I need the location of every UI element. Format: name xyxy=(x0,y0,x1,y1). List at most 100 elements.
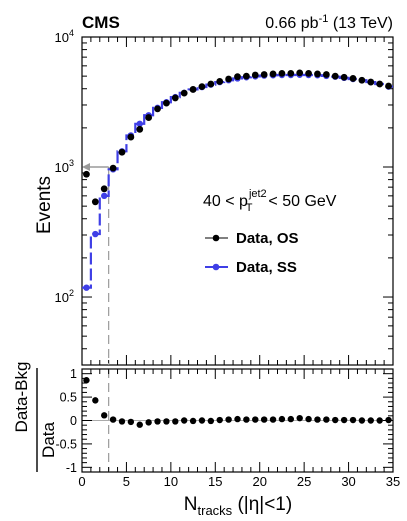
os-point xyxy=(260,71,268,78)
os-point xyxy=(216,78,224,85)
main-y-tick-exponent: 3 xyxy=(69,158,74,168)
os-point xyxy=(376,80,384,88)
os-point xyxy=(358,76,366,84)
ratio-y-tick-label: -0.5 xyxy=(55,437,77,451)
ratio-panel: 1 0.5 0 -0.5 -1 0 5 10 15 20 25 30 35 Data-Bkg Data xyxy=(12,362,400,489)
ratio-point xyxy=(180,417,188,424)
ratio-point xyxy=(101,412,108,419)
lumi-value: 0.66 pb xyxy=(265,15,318,32)
os-point xyxy=(287,69,295,77)
ratio-points xyxy=(83,377,392,428)
x-axis-label-sub: tracks xyxy=(198,503,233,518)
main-y-tick-exponent: 2 xyxy=(69,288,74,298)
os-point xyxy=(83,170,90,178)
ratio-x-tick-label: 35 xyxy=(386,474,400,489)
ss-point xyxy=(92,230,99,238)
cut-arrow-head xyxy=(82,163,90,172)
legend: Data, OS Data, SS xyxy=(205,230,299,276)
ratio-x-tick-label: 15 xyxy=(208,474,222,489)
os-point xyxy=(340,73,348,81)
ratio-x-tick-label: 0 xyxy=(78,474,85,489)
os-point xyxy=(225,75,233,83)
os-point xyxy=(349,75,357,82)
ratio-point xyxy=(207,417,215,425)
ratio-point xyxy=(269,416,277,423)
x-axis-label: Ntracks (|η|<1) xyxy=(184,494,292,518)
ratio-point xyxy=(260,416,268,423)
os-point xyxy=(367,78,375,86)
ratio-point xyxy=(340,416,348,424)
os-point xyxy=(100,185,108,193)
os-point xyxy=(136,125,144,133)
ratio-point xyxy=(305,415,312,423)
ratio-x-tick-label: 30 xyxy=(341,474,355,489)
ratio-point xyxy=(225,416,232,423)
ratio-y-tick-label: -1 xyxy=(66,461,77,475)
main-frame xyxy=(81,36,394,366)
ratio-point xyxy=(127,418,135,426)
ratio-ylabel-denominator: Data xyxy=(39,422,58,458)
ratio-ticks xyxy=(81,369,394,472)
os-point xyxy=(171,94,179,102)
os-point xyxy=(331,72,339,80)
lumi-exponent: -1 xyxy=(319,13,329,25)
os-point xyxy=(278,69,286,77)
main-y-tick-exponent: 4 xyxy=(69,28,74,38)
ratio-point xyxy=(234,415,241,423)
os-point xyxy=(91,198,99,206)
ratio-point xyxy=(154,418,161,425)
pt-subscript: T xyxy=(246,202,253,214)
os-point xyxy=(242,72,250,80)
pt-range-upper: < 50 GeV xyxy=(268,193,336,210)
main-y-tick-label: 102 xyxy=(55,288,74,305)
ratio-point xyxy=(314,416,321,423)
ratio-x-tick-label: 25 xyxy=(297,474,311,489)
pt-superscript: jet2 xyxy=(248,188,267,200)
ratio-point xyxy=(278,415,286,423)
ratio-point xyxy=(163,418,170,425)
ratio-point xyxy=(145,419,152,426)
ratio-point xyxy=(243,416,250,423)
os-point xyxy=(322,71,330,78)
legend-os-label: Data, OS xyxy=(236,230,299,247)
ratio-point xyxy=(367,417,374,424)
ratio-x-tick-label: 20 xyxy=(252,474,266,489)
ratio-point xyxy=(189,417,197,425)
os-point xyxy=(163,99,170,107)
os-point xyxy=(154,105,161,113)
main-y-tick-label: 104 xyxy=(55,28,74,45)
luminosity-label: 0.66 pb-1 (13 TeV) xyxy=(265,13,393,32)
os-point xyxy=(251,71,259,79)
main-y-tick-label: 103 xyxy=(55,158,74,175)
ratio-point xyxy=(296,414,303,422)
legend-ss-marker xyxy=(212,263,220,271)
ss-step-line xyxy=(82,73,393,289)
cut-arrow xyxy=(82,163,109,172)
os-point xyxy=(180,89,188,97)
lumi-energy: (13 TeV) xyxy=(333,15,393,32)
ratio-point xyxy=(83,377,90,384)
main-y-tick-base: 10 xyxy=(55,290,69,305)
os-point xyxy=(127,133,135,141)
ratio-point xyxy=(118,418,126,425)
ratio-ylabel-numerator: Data-Bkg xyxy=(12,362,31,433)
ratio-point xyxy=(287,415,295,423)
os-point xyxy=(234,73,241,81)
os-point xyxy=(305,69,312,77)
series-data-os xyxy=(83,69,392,206)
os-point xyxy=(118,148,126,156)
os-point xyxy=(314,70,321,78)
y-axis-label: Events xyxy=(34,176,55,234)
os-point xyxy=(269,70,277,78)
ratio-x-tick-label: 5 xyxy=(123,474,130,489)
main-ticks xyxy=(81,36,394,366)
os-point xyxy=(385,82,392,90)
ratio-x-tick-label: 10 xyxy=(164,474,178,489)
os-point xyxy=(198,83,206,91)
ratio-point xyxy=(216,416,223,424)
ratio-point xyxy=(136,421,143,428)
ratio-point xyxy=(109,416,117,423)
ratio-point xyxy=(376,417,383,424)
ratio-point xyxy=(198,417,206,424)
